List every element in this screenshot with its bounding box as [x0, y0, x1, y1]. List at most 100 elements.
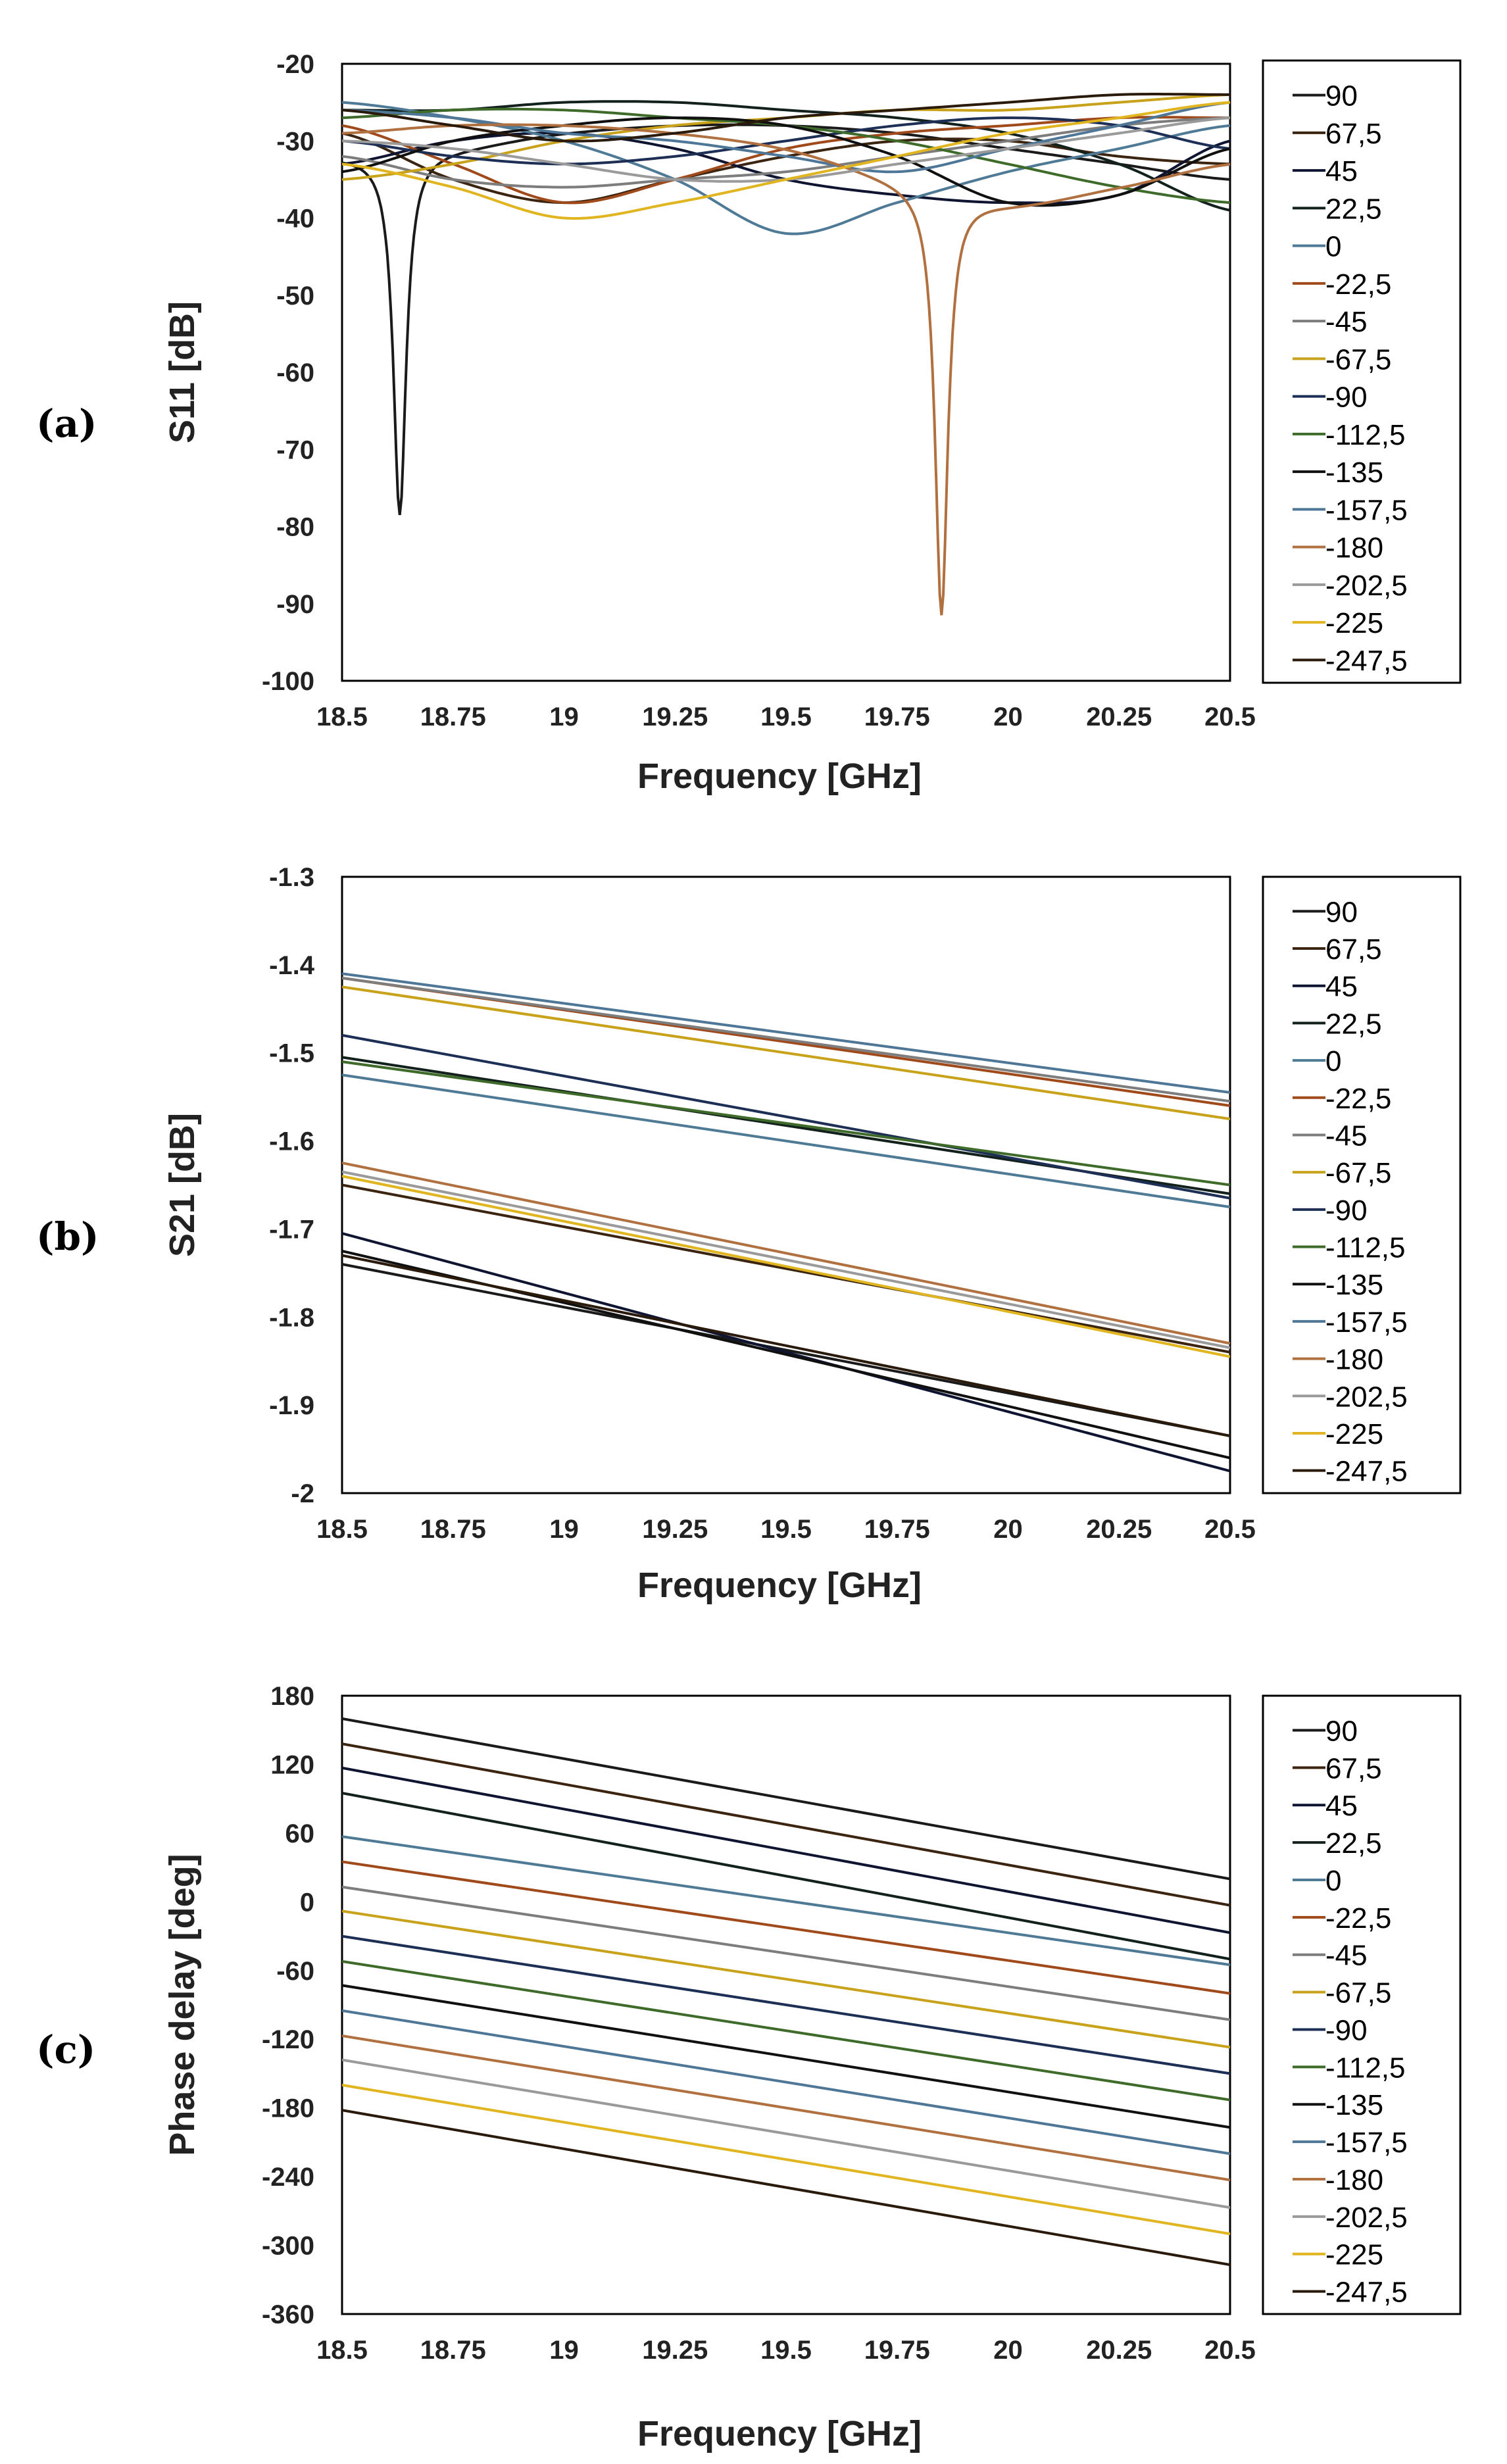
series-line--90 — [342, 1934, 1230, 2075]
legend-label: -157,5 — [1325, 494, 1408, 526]
plot-area-frame — [341, 875, 1231, 1494]
x-axis-title: Frequency [GHz] — [637, 1565, 922, 1605]
legend-box — [1262, 1694, 1462, 2315]
series-line--225 — [342, 1175, 1230, 1358]
legend-label: 67,5 — [1325, 118, 1382, 150]
series-line--67,5 — [342, 985, 1230, 1121]
y-tick-label: -180 — [262, 2094, 314, 2123]
legend-label: -22,5 — [1325, 268, 1391, 301]
legend-label: -247,5 — [1325, 1456, 1408, 1488]
legend-label: 45 — [1325, 155, 1358, 187]
y-tick-label: -20 — [276, 50, 314, 79]
legend-label: -45 — [1325, 1940, 1368, 1972]
y-tick-label: -30 — [276, 127, 314, 156]
series-line-67,5 — [342, 1742, 1230, 1907]
y-tick-label: -70 — [276, 435, 314, 464]
y-tick-label: 60 — [285, 1819, 315, 1848]
legend-label: 22,5 — [1325, 1008, 1382, 1040]
series-line-67,5 — [342, 1183, 1230, 1354]
x-tick-label: 20.5 — [1204, 702, 1256, 731]
y-tick-label: -300 — [262, 2232, 314, 2261]
legend-label: -135 — [1325, 456, 1383, 489]
legend-label: -247,5 — [1325, 2277, 1408, 2309]
series-line--202,5 — [342, 1170, 1230, 1350]
series-line-45 — [342, 1232, 1230, 1473]
legend-label: -22,5 — [1325, 1902, 1391, 1934]
x-tick-label: 19.25 — [642, 702, 708, 731]
legend-label: -247,5 — [1325, 645, 1408, 677]
series-line--180 — [342, 123, 1230, 616]
legend-box — [1262, 875, 1462, 1494]
y-tick-label: -1.8 — [269, 1303, 314, 1332]
series-line-22,5 — [342, 1792, 1230, 1961]
x-tick-label: 19.75 — [864, 2336, 930, 2365]
y-tick-label: -1.4 — [269, 951, 315, 980]
series-line--45 — [342, 1885, 1230, 2021]
x-tick-label: 19.25 — [642, 2336, 708, 2365]
x-tick-label: 20.5 — [1204, 2336, 1256, 2365]
series-line--45 — [342, 976, 1230, 1103]
legend-label: 22,5 — [1325, 1827, 1382, 1860]
legend-label: -157,5 — [1325, 1306, 1408, 1339]
y-tick-label: 180 — [270, 1682, 314, 1711]
panel-label: (a) — [36, 401, 97, 446]
x-tick-label: 20 — [993, 702, 1023, 731]
x-tick-label: 19 — [549, 702, 579, 731]
series-line--180 — [342, 2034, 1230, 2182]
x-tick-label: 19.5 — [760, 1515, 812, 1544]
y-tick-label: 0 — [300, 1888, 314, 1917]
x-axis-title: Frequency [GHz] — [637, 756, 922, 796]
legend-label: -157,5 — [1325, 2127, 1408, 2159]
x-tick-label: 20.25 — [1086, 1515, 1152, 1544]
legend-label: -45 — [1325, 306, 1368, 338]
legend-label: 0 — [1325, 231, 1341, 263]
legend-label: 67,5 — [1325, 1752, 1382, 1785]
series-line--112,5 — [342, 1959, 1230, 2102]
series-line--225 — [342, 101, 1230, 220]
series-line-90 — [342, 1263, 1230, 1437]
legend-label: -90 — [1325, 2014, 1368, 2046]
y-axis-title: S11 [dB] — [162, 301, 202, 443]
legend-label: -22,5 — [1325, 1083, 1391, 1115]
series-line--202,5 — [342, 2058, 1230, 2209]
y-tick-label: -1.7 — [269, 1215, 314, 1244]
panel-label: (c) — [36, 2027, 95, 2072]
series-line--135 — [342, 116, 1230, 207]
x-tick-label: 19.5 — [760, 702, 812, 731]
y-tick-label: -1.9 — [269, 1391, 314, 1420]
series-line-22,5 — [342, 100, 1230, 212]
series-line--247,5 — [342, 1254, 1230, 1437]
legend-label: 90 — [1325, 80, 1358, 112]
legend-label: -67,5 — [1325, 1977, 1391, 2009]
y-tick-label: -360 — [262, 2300, 314, 2329]
series-line--135 — [342, 1984, 1230, 2129]
series-group — [342, 93, 1230, 616]
series-line--157,5 — [342, 2009, 1230, 2156]
y-tick-label: 120 — [270, 1750, 314, 1779]
panel-b: -1.3 -1.4 -1.5 -1.6 -1.7 -1.8 -1.9 -218.5 18.75 1… — [36, 863, 1462, 1605]
series-line-0 — [342, 1073, 1230, 1208]
plot-area-frame — [341, 62, 1231, 682]
x-tick-label: 18.75 — [420, 2336, 486, 2365]
legend-label: -135 — [1325, 2089, 1383, 2121]
y-tick-label: -60 — [276, 358, 314, 387]
series-line--45 — [342, 116, 1230, 189]
legend-label: -90 — [1325, 382, 1368, 414]
legend-label: -202,5 — [1325, 570, 1408, 602]
series-line--157,5 — [342, 972, 1230, 1094]
y-tick-label: -120 — [262, 2025, 314, 2054]
legend-label: 0 — [1325, 1045, 1341, 1077]
legend-label: -225 — [1325, 1418, 1383, 1450]
legend-label: 45 — [1325, 1790, 1358, 1822]
y-axis-title: S21 [dB] — [162, 1113, 202, 1257]
y-tick-label: -1.3 — [269, 863, 314, 892]
y-axis-title: Phase delay [deg] — [162, 1854, 202, 2156]
series-line--247,5 — [342, 93, 1230, 143]
series-group — [342, 972, 1230, 1473]
x-tick-label: 18.5 — [316, 1515, 368, 1544]
legend-label: 90 — [1325, 1715, 1358, 1747]
legend-label: -225 — [1325, 607, 1383, 639]
